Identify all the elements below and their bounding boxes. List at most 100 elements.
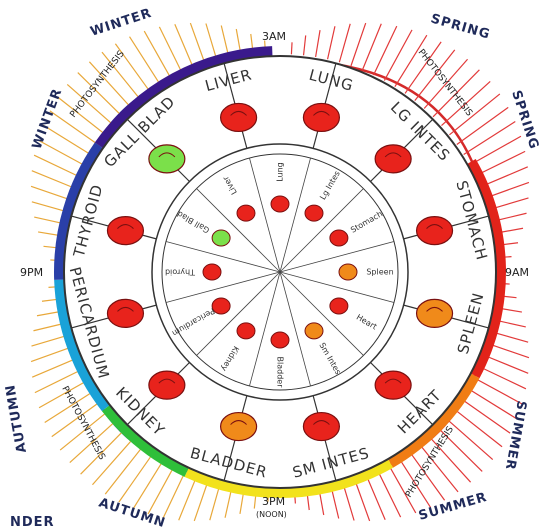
hatch-line [375, 467, 402, 518]
hatch-line [404, 41, 442, 94]
hatch-line [31, 356, 80, 378]
organ-illustrations [106, 102, 454, 442]
inner-organ-icon [329, 229, 349, 247]
hatch-line [147, 463, 177, 515]
hatch-line [394, 34, 428, 88]
hatch-line [88, 61, 135, 111]
time-left: 9PM [20, 266, 43, 279]
hatch-line [80, 426, 128, 475]
hatch-line [480, 166, 529, 188]
outer-organ-icon [106, 215, 145, 246]
hatch-line [66, 83, 117, 129]
hatch-line [396, 455, 431, 508]
time-top: 3AM [262, 30, 286, 43]
inner-spoke-line [279, 157, 311, 273]
hatch-line [372, 25, 398, 76]
hatch-line [423, 58, 469, 109]
hatch-line [450, 406, 503, 448]
hatch-line [338, 23, 351, 63]
hatch-line [416, 441, 459, 493]
inner-spoke-line [279, 271, 364, 356]
hatch-line [158, 26, 185, 77]
hatch-line [326, 26, 336, 60]
outer-organ-icon [219, 102, 258, 133]
inner-spoke-line [279, 188, 364, 273]
hatch-line [441, 80, 491, 127]
inner-spoke-line [279, 241, 395, 273]
inner-organ-icon [304, 204, 324, 222]
season-bottom-left: AUTUMN [97, 496, 168, 529]
hatch-line [290, 42, 293, 55]
hatch-line [414, 49, 456, 102]
meridian-arc [94, 46, 273, 150]
hatch-line [69, 417, 119, 464]
inner-organ-label: Bladder [276, 357, 285, 389]
season-left-bottom: AUTUMN [3, 383, 30, 454]
hatch-line [443, 415, 494, 461]
inner-organ-icon [202, 263, 222, 281]
hatch-line [458, 396, 511, 434]
outer-organ-icon [302, 102, 341, 133]
outer-organ-icon [302, 411, 341, 442]
season-top-left: WINTER [89, 6, 154, 40]
hatch-line [91, 435, 137, 486]
season-right-top: SPRING [508, 89, 540, 152]
hatch-line [361, 23, 382, 71]
outer-organ-icon [415, 215, 454, 246]
time-bottom-note: (NOON) [256, 510, 287, 519]
hatch-line [174, 23, 196, 72]
hatch-line [432, 69, 480, 118]
inner-organ-icon [211, 229, 231, 247]
hatch-line [44, 388, 97, 423]
outer-organ-icon [415, 298, 454, 329]
outer-organ-icon [374, 370, 412, 400]
inner-organ-icon [338, 263, 358, 281]
inner-spoke-line [279, 271, 395, 303]
inner-organ-label: Thyroid [165, 268, 196, 277]
hatch-line [143, 30, 174, 83]
inner-spoke-line [249, 271, 281, 387]
hatch-line [302, 35, 307, 56]
inner-spoke-line [196, 271, 281, 356]
hatch-line [59, 408, 111, 451]
meridian-arc [184, 457, 393, 498]
hatch-line [476, 364, 527, 390]
hatch-line [464, 386, 518, 420]
season-bottom-right: SUMMER [417, 490, 489, 524]
inner-spoke-line [165, 241, 281, 273]
inner-organ-label: Spleen [366, 268, 393, 277]
time-right: 9AM [505, 266, 529, 279]
outer-organ-icon [148, 370, 186, 400]
hatch-line [364, 472, 386, 521]
hatch-line [42, 124, 96, 158]
inner-organ-icon [236, 204, 256, 222]
outer-organ-icon [374, 144, 412, 174]
hatch-line [162, 468, 188, 519]
hatch-line [434, 424, 483, 472]
season-right-bottom: SUMMER [502, 399, 529, 471]
inner-organ-icon [270, 331, 290, 349]
hatch-line [38, 378, 91, 409]
outer-organ-icon [219, 411, 258, 442]
hatch-line [33, 154, 84, 180]
hatch-line [469, 135, 522, 166]
inner-organ-label: Lung [276, 162, 285, 182]
hatch-line [178, 473, 199, 521]
hatch-line [383, 29, 413, 81]
hatch-line [463, 121, 516, 156]
outer-organ-icon [148, 144, 186, 174]
time-bottom: 3PM [262, 495, 285, 508]
inner-spoke-line [249, 157, 281, 273]
meridian-arc [465, 159, 506, 379]
hatch-line [77, 72, 126, 120]
hatch-line [475, 150, 526, 177]
inner-organ-icon [304, 322, 324, 340]
hatch-line [118, 450, 156, 503]
hatch-line [407, 448, 446, 501]
inner-organ-icon [270, 195, 290, 213]
inner-spoke-line [196, 188, 281, 273]
inner-spoke-line [165, 271, 281, 303]
hatch-line [425, 433, 472, 483]
